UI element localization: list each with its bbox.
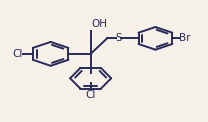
Text: Cl: Cl — [12, 49, 23, 59]
Text: S: S — [115, 33, 122, 43]
Text: Cl: Cl — [85, 90, 96, 100]
Text: Br: Br — [179, 33, 191, 43]
Text: OH: OH — [92, 19, 108, 29]
